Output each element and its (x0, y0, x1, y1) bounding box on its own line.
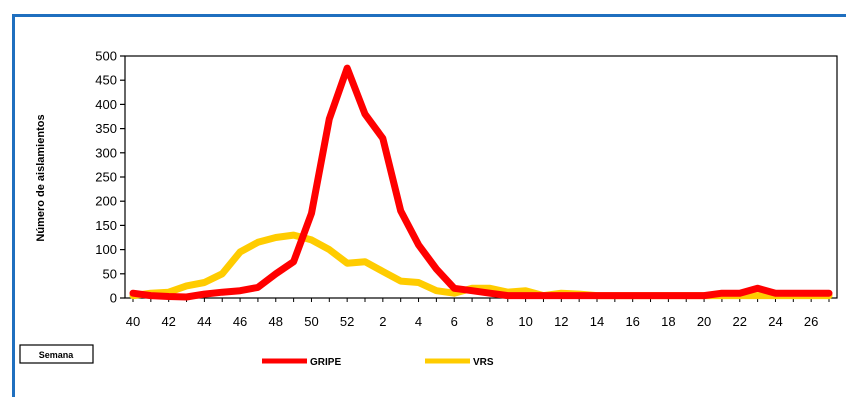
y-tick-label: 500 (95, 49, 117, 64)
x-tick-label: 10 (518, 314, 532, 329)
x-tick-label: 24 (768, 314, 782, 329)
y-tick-label: 400 (95, 97, 117, 112)
x-tick-label: 8 (486, 314, 493, 329)
y-tick-label: 450 (95, 73, 117, 88)
y-tick-label: 300 (95, 145, 117, 160)
x-axis-label: Semana (39, 350, 75, 360)
y-tick-label: 250 (95, 170, 117, 185)
y-tick-label: 350 (95, 121, 117, 136)
y-axis-ticks: 0 50 100 150 200 250 300 350 400 450 500 (95, 49, 125, 306)
x-tick-label: 18 (661, 314, 675, 329)
x-tick-label: 40 (126, 314, 140, 329)
x-tick-label: 42 (161, 314, 175, 329)
x-tick-label: 16 (625, 314, 639, 329)
y-axis-label: Número de aislamientos (35, 114, 47, 241)
y-tick-label: 50 (103, 266, 117, 281)
x-tick-label: 12 (554, 314, 568, 329)
y-tick-label: 100 (95, 242, 117, 257)
x-tick-label: 22 (733, 314, 747, 329)
x-tick-label: 50 (304, 314, 318, 329)
x-tick-label: 48 (269, 314, 283, 329)
x-tick-label: 6 (451, 314, 458, 329)
legend-label-gripe: GRIPE (310, 357, 341, 368)
x-tick-label: 20 (697, 314, 711, 329)
x-tick-label: 52 (340, 314, 354, 329)
x-tick-label: 2 (379, 314, 386, 329)
legend: GRIPE VRS (262, 357, 494, 368)
y-tick-label: 0 (110, 291, 117, 306)
x-tick-label: 14 (590, 314, 604, 329)
x-tick-label: 44 (197, 314, 211, 329)
x-tick-label: 46 (233, 314, 247, 329)
y-tick-label: 150 (95, 218, 117, 233)
y-tick-label: 200 (95, 194, 117, 209)
x-axis-label-box: Semana (20, 345, 93, 363)
x-tick-label: 4 (415, 314, 422, 329)
x-tick-label: 26 (804, 314, 818, 329)
legend-label-vrs: VRS (473, 357, 494, 368)
